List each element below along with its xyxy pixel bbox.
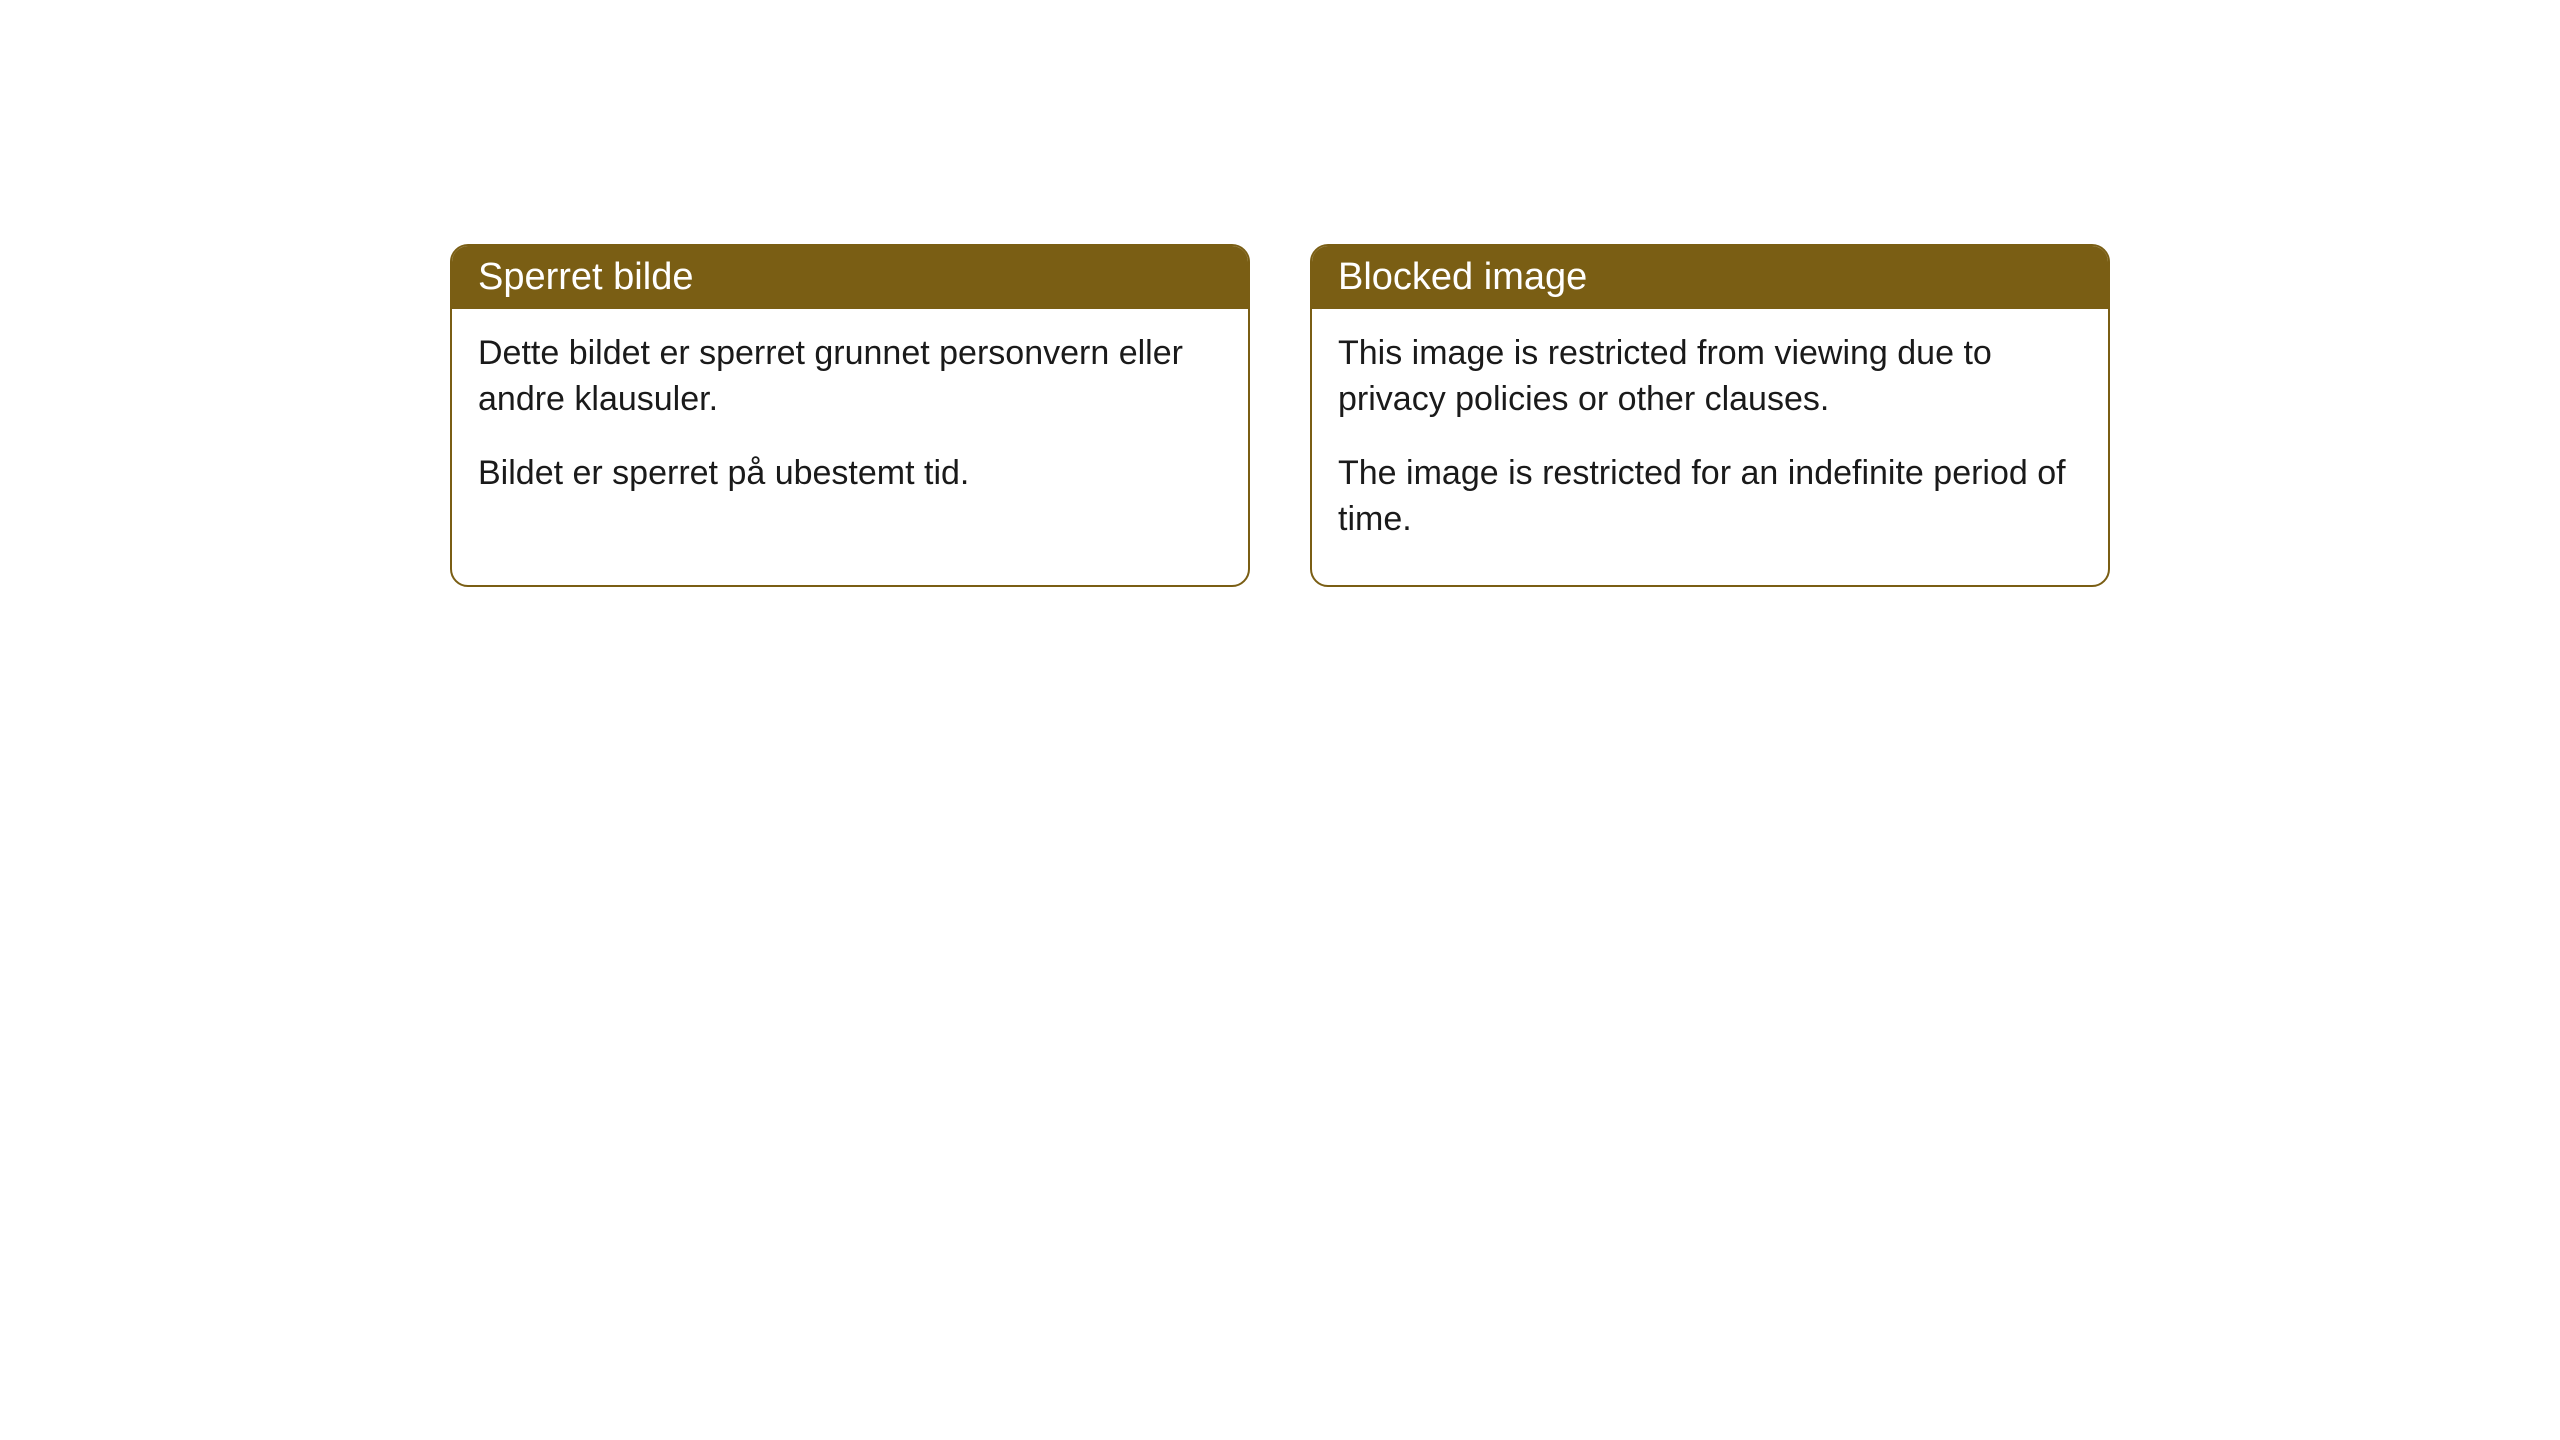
card-paragraph: The image is restricted for an indefinit…	[1338, 451, 2082, 543]
notice-card-english: Blocked image This image is restricted f…	[1310, 244, 2110, 587]
card-title: Blocked image	[1338, 256, 1587, 298]
card-body-norwegian: Dette bildet er sperret grunnet personve…	[452, 309, 1248, 539]
card-paragraph: Dette bildet er sperret grunnet personve…	[478, 331, 1222, 423]
card-paragraph: Bildet er sperret på ubestemt tid.	[478, 451, 1222, 497]
card-header-english: Blocked image	[1312, 246, 2108, 309]
notice-card-norwegian: Sperret bilde Dette bildet er sperret gr…	[450, 244, 1250, 587]
card-body-english: This image is restricted from viewing du…	[1312, 309, 2108, 585]
notice-cards-container: Sperret bilde Dette bildet er sperret gr…	[450, 244, 2110, 587]
card-header-norwegian: Sperret bilde	[452, 246, 1248, 309]
card-title: Sperret bilde	[478, 256, 693, 298]
card-paragraph: This image is restricted from viewing du…	[1338, 331, 2082, 423]
